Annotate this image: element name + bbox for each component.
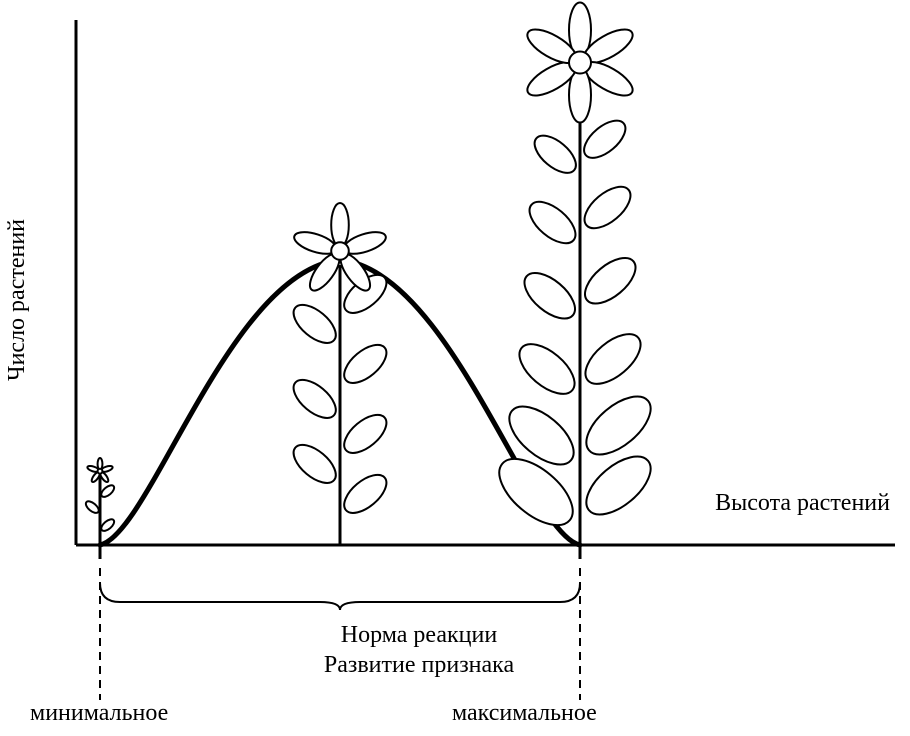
bracket-label-2: Развитие признака bbox=[0, 652, 874, 679]
flower-petal bbox=[331, 203, 349, 247]
x-axis-label: Высота растений bbox=[715, 490, 890, 517]
plant-leaf bbox=[517, 265, 583, 327]
bracket-label-1: Норма реакции bbox=[0, 622, 874, 649]
plant-leaf bbox=[576, 446, 660, 526]
plant-leaf bbox=[99, 517, 116, 533]
flower-center bbox=[331, 242, 349, 260]
plant-leaf bbox=[511, 335, 583, 403]
plant-leaf bbox=[84, 499, 101, 515]
min-label: минимальное bbox=[30, 700, 168, 727]
plant-leaf bbox=[522, 194, 582, 251]
max-label: максимальное bbox=[452, 700, 597, 727]
diagram-viewport: Число растений Высота растений Норма реа… bbox=[0, 0, 910, 736]
range-bracket bbox=[100, 583, 580, 610]
y-axis-label: Число растений bbox=[4, 219, 31, 381]
plant-leaf bbox=[577, 179, 637, 236]
plant-leaf bbox=[287, 298, 342, 350]
plant-leaf bbox=[338, 468, 393, 520]
plant-leaf bbox=[287, 373, 342, 425]
plant-leaf bbox=[99, 483, 116, 499]
flower-center bbox=[98, 469, 103, 474]
plant-leaf bbox=[528, 129, 582, 180]
plant-leaf bbox=[338, 408, 393, 460]
flower-center bbox=[569, 52, 591, 74]
plant-leaf bbox=[577, 325, 649, 393]
plant-leaf bbox=[338, 338, 393, 390]
plant-leaf bbox=[578, 114, 632, 165]
plant-leaf bbox=[577, 250, 643, 312]
plant-leaf bbox=[576, 386, 660, 466]
plant-leaf bbox=[287, 438, 342, 490]
